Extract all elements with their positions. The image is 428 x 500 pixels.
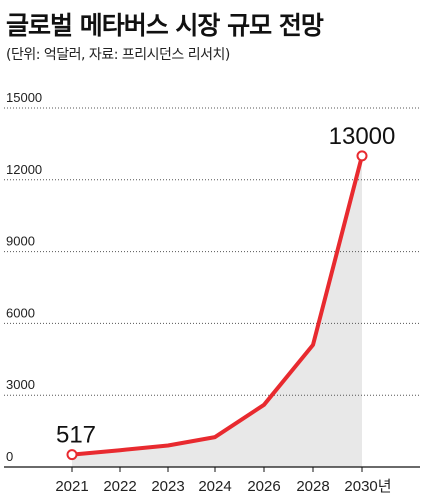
y-tick-label: 0 [6,449,13,464]
x-tick-label: 2024 [198,478,231,495]
y-tick-label: 6000 [6,305,35,320]
y-tick-label: 9000 [6,234,35,249]
data-label: 517 [56,422,96,449]
y-tick-label: 15000 [6,90,42,105]
data-label: 13000 [329,123,396,150]
x-tick-label: 2030년 [344,478,391,495]
y-tick-label: 3000 [6,377,35,392]
data-point-marker [66,449,78,461]
chart-subtitle: (단위: 억달러, 자료: 프리시던스 리서치) [6,47,230,63]
chart-title: 글로벌 메타버스 시장 규모 전망 [6,11,324,40]
area-fill [72,155,362,467]
x-tick-label: 2026 [247,478,280,495]
x-tick-label: 2023 [151,478,184,495]
y-tick-label: 12000 [6,162,42,177]
x-tick-label: 2022 [103,478,136,495]
series-line [70,153,364,457]
x-tick-label: 2028 [296,478,329,495]
data-point-marker [356,150,368,162]
x-tick-label: 2021 [55,478,88,495]
